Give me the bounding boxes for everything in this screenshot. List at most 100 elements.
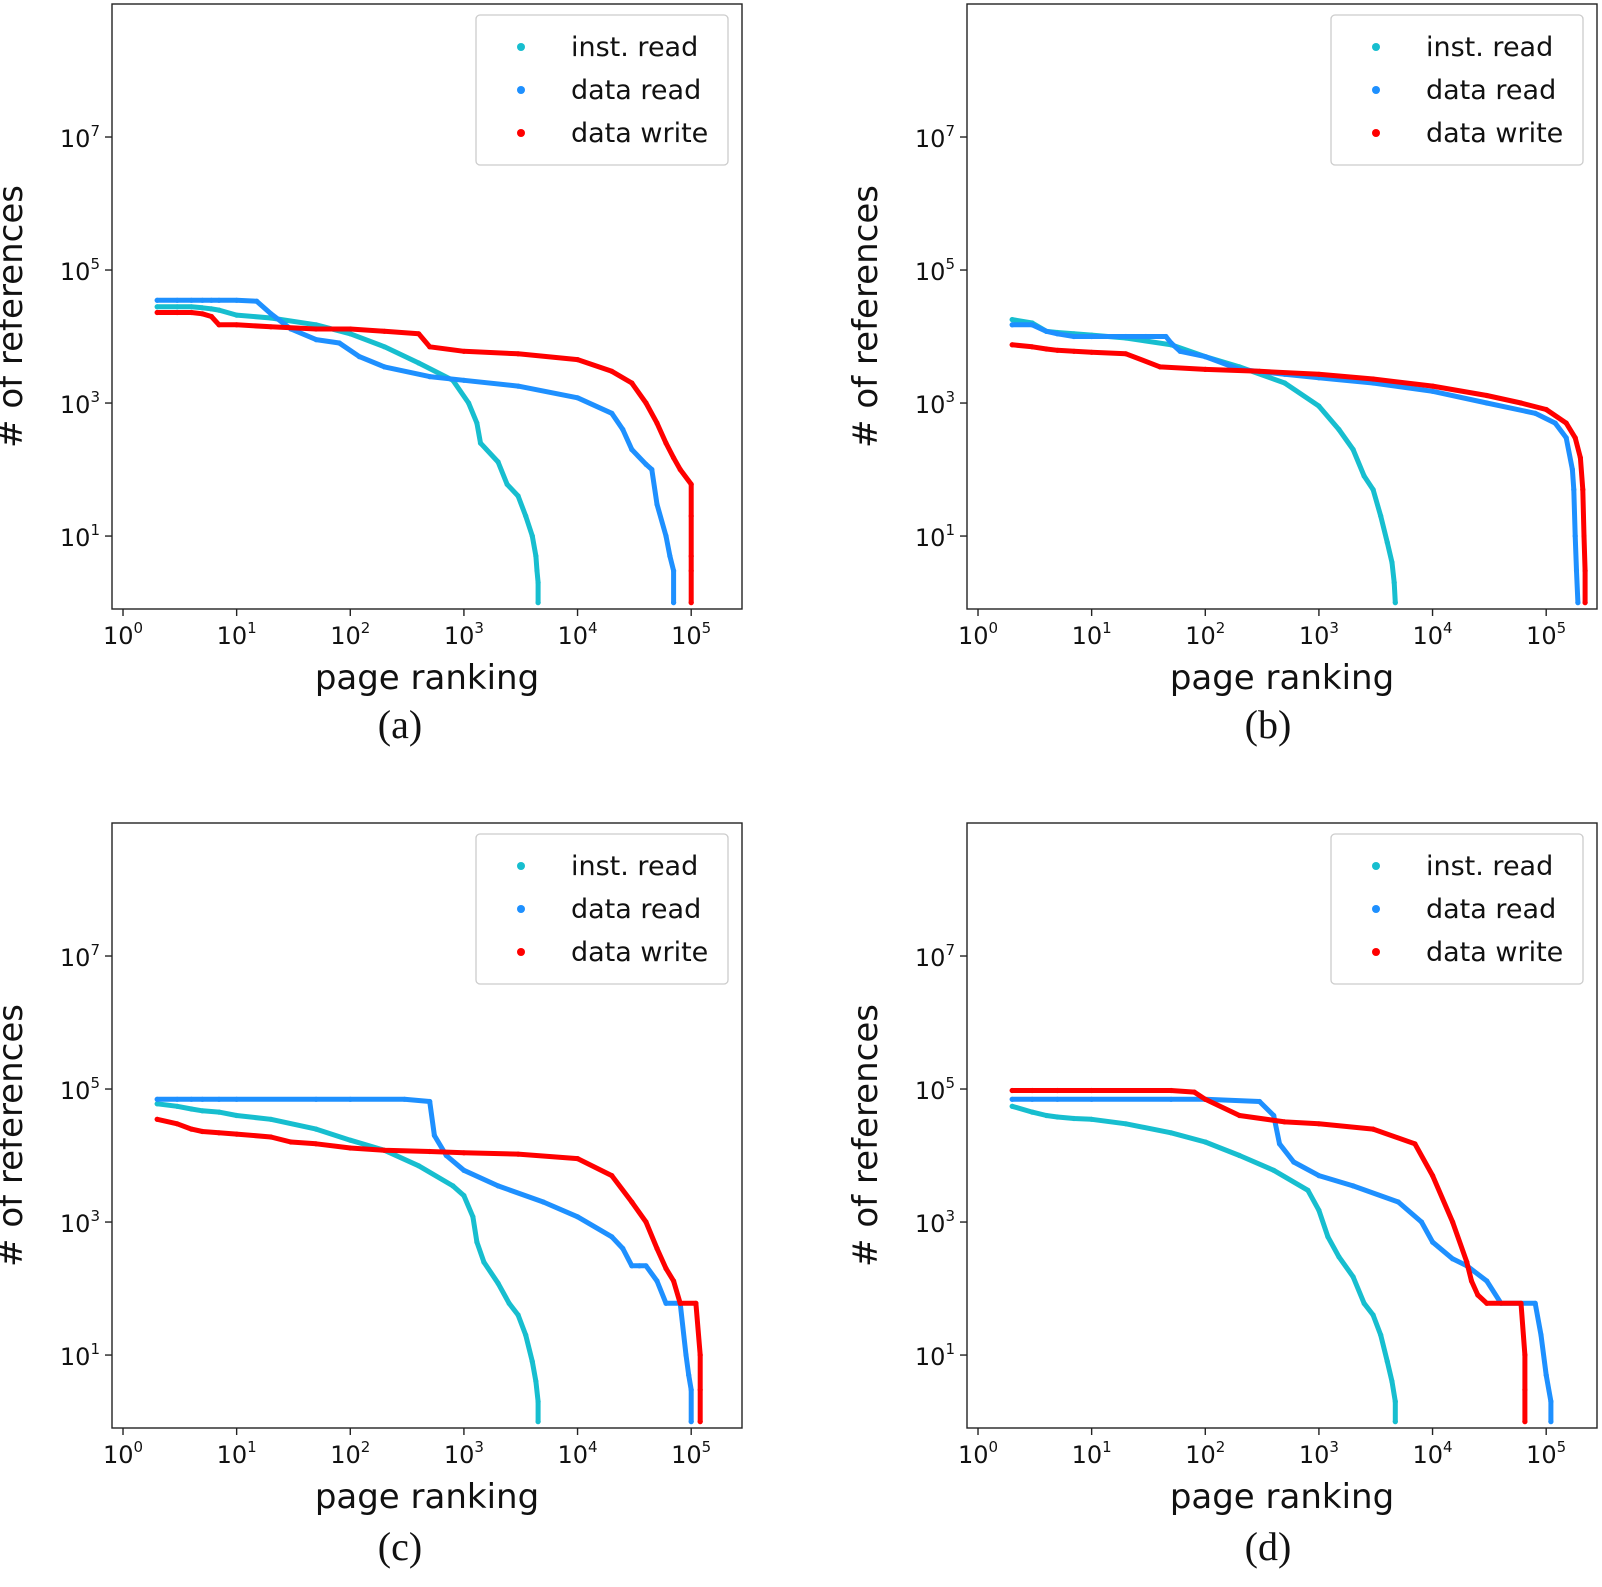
data-point [416,360,422,366]
data-point [1336,426,1342,433]
y-tick-label: 101 [60,1340,100,1371]
data-point [629,1199,635,1205]
x-tick-label-exponent: 1 [1102,1438,1112,1456]
data-point [1054,1114,1060,1120]
data-point [1475,1292,1481,1298]
data-point [154,309,160,316]
data-point [523,513,529,519]
data-point [533,553,539,559]
data-point [481,1259,487,1265]
data-point [1580,487,1586,493]
data-point [1163,333,1169,340]
y-tick-label: 103 [915,388,955,419]
data-point [1370,380,1376,386]
data-point [1202,366,1208,372]
x-tick-label-exponent: 1 [247,619,257,637]
series-data-read [154,1096,694,1425]
series-line [154,1101,541,1425]
x-tick-label-base: 10 [671,1441,702,1469]
data-point [693,1300,699,1306]
data-point [535,579,541,586]
data-point [1350,1183,1356,1189]
data-point [216,1096,222,1102]
x-tick-label-base: 10 [330,622,361,650]
x-tick-label-base: 10 [1526,1441,1557,1469]
data-point [216,297,222,303]
data-point [1571,487,1577,493]
data-point [1029,344,1035,350]
data-point [1336,1254,1342,1260]
data-point [1009,1096,1015,1102]
data-point [677,466,683,473]
legend-marker [517,129,525,137]
series-data-read [154,297,677,606]
x-tick-label-base: 10 [1072,1441,1103,1469]
legend-label: inst. read [1426,32,1553,63]
data-point [1430,1239,1436,1245]
data-point [575,357,581,363]
data-point [1543,406,1549,413]
data-point [1582,600,1588,606]
panel-caption: (a) [378,702,422,747]
data-point [1361,1300,1367,1306]
data-point [1378,513,1384,519]
series-inst-read [1009,317,1398,606]
data-point [427,1148,433,1155]
y-tick-label-exponent: 1 [945,1340,955,1358]
x-tick-label: 105 [1526,1438,1566,1469]
y-tick-label-exponent: 3 [945,1207,955,1225]
data-point [427,1098,433,1105]
data-point [1256,368,1263,374]
data-point [1548,1398,1554,1405]
y-tick-label-base: 10 [60,1077,91,1105]
x-tick-label: 100 [103,619,143,650]
plot-frame [966,822,1598,1429]
x-tick-label: 101 [1072,619,1112,650]
series-line [154,297,677,606]
data-point [1168,1130,1174,1136]
x-tick-label-base: 10 [958,1441,989,1469]
data-point [663,1265,669,1272]
data-point [1029,1096,1035,1102]
data-point [1484,400,1490,406]
x-tick-label-exponent: 4 [1443,619,1453,637]
legend-label: inst. read [571,851,698,882]
x-tick-label: 103 [444,1438,484,1469]
data-point [620,1245,626,1252]
data-point [1572,435,1578,441]
data-point [643,1263,649,1269]
data-point [1157,364,1163,370]
data-point [1089,1096,1095,1102]
data-point [515,1312,521,1318]
series-data-write [154,1116,703,1425]
data-point [199,1108,205,1114]
data-point [663,533,669,539]
x-axis-label: page ranking [1170,1477,1394,1517]
y-tick-label: 105 [915,255,955,286]
data-point [629,446,635,453]
y-tick-label-exponent: 7 [90,941,100,959]
data-point [504,481,510,487]
data-point [1389,1378,1395,1385]
data-point [1089,1116,1095,1122]
data-point [515,383,521,389]
data-point [1350,1274,1356,1280]
y-tick-label-exponent: 7 [945,941,955,959]
data-point [1518,1300,1524,1306]
y-tick-label-base: 10 [60,125,91,153]
data-point [1177,348,1183,354]
data-point [1054,1087,1060,1094]
legend-label: data write [571,937,708,968]
data-point [1168,1096,1174,1102]
data-point [1089,1087,1095,1094]
x-tick-label: 100 [103,1438,143,1469]
data-point [1430,383,1436,389]
y-tick-label: 101 [915,1340,955,1371]
data-point [1089,333,1095,340]
data-point [1538,1332,1544,1338]
data-point [629,1263,635,1269]
legend: inst. read data read data write [1330,833,1584,985]
x-tick-label-exponent: 0 [134,1438,144,1456]
legend-label: data read [571,75,701,106]
legend-marker [1372,862,1380,870]
